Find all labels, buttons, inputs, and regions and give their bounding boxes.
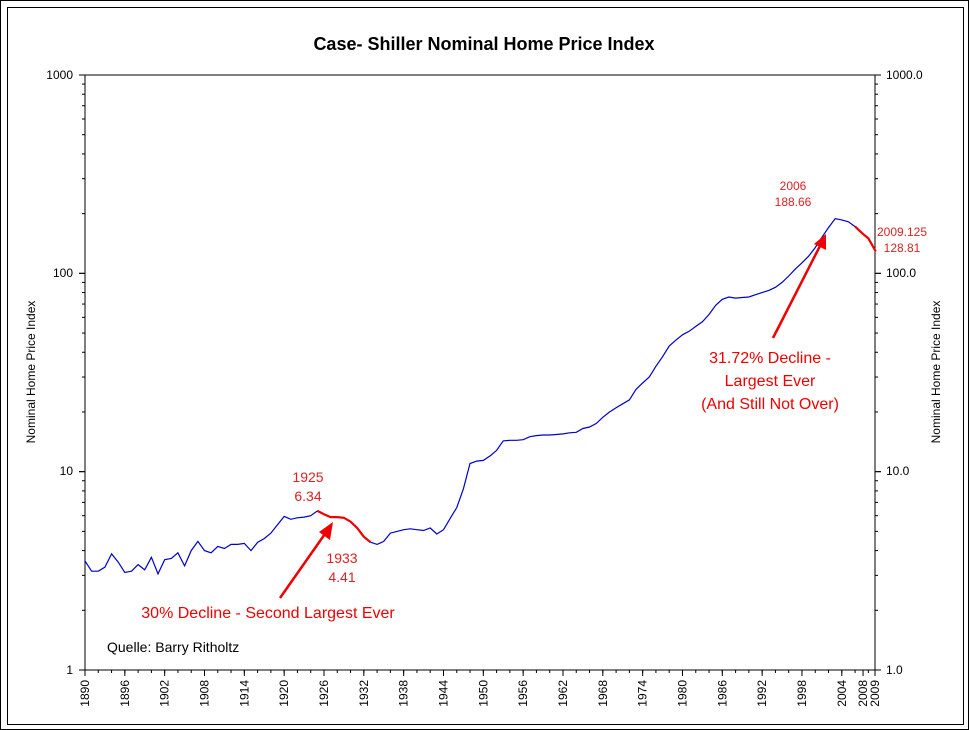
plot-area (84, 74, 876, 671)
x-tick-label: 1998 (795, 680, 809, 707)
y-tick-label-left: 100 (53, 266, 73, 280)
y-tick-label-left: 1 (66, 663, 73, 677)
x-tick-label: 1914 (237, 680, 251, 707)
annotation-1925-year: 1925 (292, 469, 323, 485)
chart-title: Case- Shiller Nominal Home Price Index (313, 34, 654, 54)
x-tick-label: 1950 (476, 680, 490, 707)
x-tick-label: 1986 (715, 680, 729, 707)
y-tick-label-right: 1.0 (886, 663, 903, 677)
x-tick-label: 2009 (868, 680, 882, 707)
annotation-1933-year: 1933 (326, 550, 357, 566)
x-tick-labels: 1890 1896 1902 1908 1914 1920 1926 1932 1938 1944… (78, 680, 882, 707)
x-tick-label: 1896 (118, 680, 132, 707)
annotation-decline-1: 30% Decline - Second Largest Ever (141, 605, 395, 622)
y-tick-label-right: 1000.0 (886, 68, 923, 82)
x-tick-label: 1968 (596, 680, 610, 707)
x-tick-label: 1926 (317, 680, 331, 707)
annotation-2006-year: 2006 (780, 179, 807, 193)
y-tick-label-right: 100.0 (886, 266, 916, 280)
x-tick-label: 2008 (856, 680, 870, 707)
series-line (84, 218, 877, 576)
source-label: Quelle: Barry Ritholtz (107, 639, 239, 655)
series-layer (84, 218, 877, 576)
decline-segment-2 (854, 225, 877, 253)
x-tick-label: 1938 (397, 680, 411, 707)
annotation-decline-2-line3: (And Still Not Over) (701, 396, 839, 413)
annotation-2006-value: 188.66 (775, 195, 812, 209)
annotation-2009-value: 128.81 (884, 241, 921, 255)
x-tick-label: 1890 (78, 680, 92, 707)
x-tick-label: 1920 (277, 680, 291, 707)
x-tick-label: 1962 (556, 680, 570, 707)
y-axis-label-right: Nominal Home Price Index (929, 301, 943, 444)
x-tick-label: 1974 (636, 680, 650, 707)
axis-ticks (79, 74, 881, 676)
arrow-decline-2 (771, 234, 826, 339)
x-tick-label: 1932 (357, 680, 371, 707)
annotation-decline-2-line1: 31.72% Decline - (709, 350, 831, 367)
y-tick-label-left: 1000 (46, 68, 73, 82)
x-tick-label: 1980 (675, 680, 689, 707)
x-tick-label: 1908 (197, 680, 211, 707)
y-tick-label-right: 10.0 (886, 464, 910, 478)
annotation-decline-2-line2: Largest Ever (725, 373, 816, 390)
x-tick-label: 1992 (755, 680, 769, 707)
x-tick-label: 1956 (516, 680, 530, 707)
x-tick-label: 1944 (436, 680, 450, 707)
y-axis-label-left: Nominal Home Price Index (24, 301, 38, 444)
chart-inner-frame (7, 7, 964, 725)
annotation-2009-year: 2009.125 (877, 225, 927, 239)
x-tick-label: 1902 (158, 680, 172, 707)
annotation-1933-value: 4.41 (328, 569, 355, 585)
y-tick-label-left: 10 (60, 464, 74, 478)
arrow-decline-1 (278, 522, 333, 599)
x-tick-label: 2004 (835, 680, 849, 707)
decline-segment-1 (316, 509, 372, 544)
annotation-1925-value: 6.34 (294, 488, 321, 504)
